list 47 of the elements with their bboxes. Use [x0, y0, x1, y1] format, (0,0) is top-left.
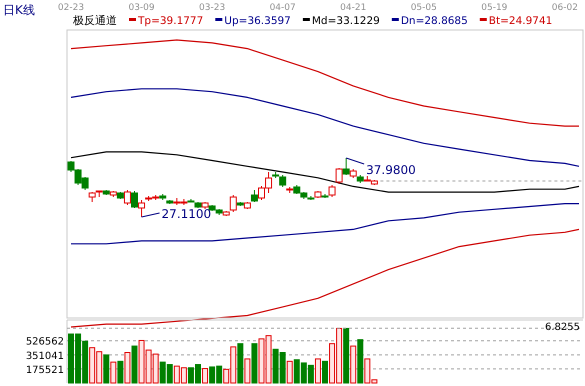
bar [251, 343, 258, 384]
bar [343, 328, 350, 384]
candlestick [279, 174, 286, 188]
candlestick [131, 190, 138, 208]
legend-label: Md=33.1229 [312, 15, 380, 27]
x-tick-label: 03-09 [128, 3, 155, 13]
annotation: 6.8255 [545, 322, 580, 333]
bar [357, 339, 364, 384]
candlestick [350, 168, 357, 179]
bar [124, 352, 130, 384]
x-tick-label: 06-02 [552, 3, 578, 13]
candlestick [230, 194, 237, 213]
x-tick-label: 03-23 [199, 3, 226, 13]
bar [286, 360, 293, 384]
candlestick [342, 158, 350, 176]
bar [132, 346, 138, 384]
x-tick-label: 04-07 [270, 3, 296, 13]
x-tick-label: 05-05 [410, 3, 437, 13]
legend-label: Dn=28.8685 [400, 15, 468, 27]
candlestick [328, 184, 336, 198]
candlestick [88, 191, 96, 203]
candlestick [336, 167, 343, 184]
bar [314, 358, 321, 384]
x-tick-label: 05-19 [481, 3, 508, 13]
bar [244, 358, 250, 384]
bar [237, 343, 244, 384]
legend-label: Bt=24.9741 [488, 15, 552, 27]
bar [350, 346, 356, 384]
legend-label: Tp=39.1777 [137, 15, 204, 27]
chart-title: 日K线 [3, 3, 35, 17]
bar [117, 360, 124, 384]
bar [202, 368, 208, 384]
y-tick-label: 351041 [26, 350, 64, 362]
bar [322, 360, 328, 384]
bar [110, 362, 116, 384]
x-tick-label: 04-21 [340, 3, 366, 13]
candlestick [250, 190, 258, 203]
annotation: 27.1100 [162, 207, 212, 221]
bar [103, 354, 110, 384]
y-tick-label: 175521 [26, 364, 64, 376]
y-tick-label: 526562 [26, 336, 64, 348]
candlestick [124, 190, 131, 206]
candlestick [138, 200, 146, 218]
legend-label: Up=36.3597 [224, 15, 291, 27]
x-tick-label: 02-23 [58, 3, 84, 13]
legend-title: 极反通道 [72, 14, 117, 27]
annotation: 37.9800 [366, 163, 416, 177]
